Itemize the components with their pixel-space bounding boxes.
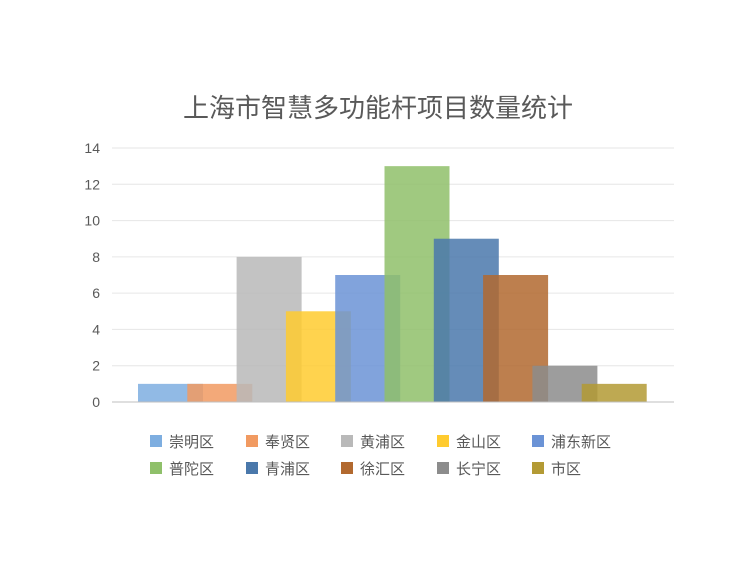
legend-swatch-4 bbox=[437, 435, 449, 447]
y-tick-label: 6 bbox=[92, 285, 100, 301]
legend-label-2: 奉贤区 bbox=[265, 433, 310, 451]
bar-10 bbox=[581, 383, 647, 402]
legend-label-9: 长宁区 bbox=[456, 460, 501, 478]
y-tick-label: 10 bbox=[84, 213, 100, 229]
y-axis-ticks: 0 2 4 6 8 10 12 14 bbox=[84, 140, 100, 410]
legend-swatch-10 bbox=[532, 462, 544, 474]
legend-label-10: 市区 bbox=[551, 460, 581, 478]
y-tick-label: 8 bbox=[92, 249, 100, 265]
legend-swatch-8 bbox=[341, 462, 353, 474]
y-tick-label: 0 bbox=[92, 394, 100, 410]
chart-title: 上海市智慧多功能杆项目数量统计 bbox=[183, 94, 573, 124]
y-tick-label: 4 bbox=[92, 321, 100, 337]
bar-1 bbox=[138, 383, 203, 402]
legend-swatch-3 bbox=[341, 435, 353, 447]
legend-label-3: 黄浦区 bbox=[360, 433, 405, 451]
legend-label-8: 徐汇区 bbox=[360, 460, 405, 478]
legend-swatch-9 bbox=[437, 462, 449, 474]
legend-label-6: 普陀区 bbox=[169, 460, 214, 478]
y-tick-label: 14 bbox=[84, 140, 100, 156]
bars bbox=[138, 166, 647, 402]
legend-label-4: 金山区 bbox=[456, 433, 501, 451]
legend-swatch-5 bbox=[532, 435, 544, 447]
legend-label-1: 崇明区 bbox=[169, 433, 214, 451]
legend-swatch-1 bbox=[150, 435, 162, 447]
legend-swatch-2 bbox=[246, 435, 258, 447]
y-tick-label: 12 bbox=[84, 176, 100, 192]
bar-2 bbox=[187, 383, 253, 402]
legend-swatch-7 bbox=[246, 462, 258, 474]
y-tick-label: 2 bbox=[92, 358, 100, 374]
legend-swatch-6 bbox=[150, 462, 162, 474]
legend-label-7: 青浦区 bbox=[265, 460, 310, 478]
legend-label-5: 浦东新区 bbox=[551, 433, 611, 451]
